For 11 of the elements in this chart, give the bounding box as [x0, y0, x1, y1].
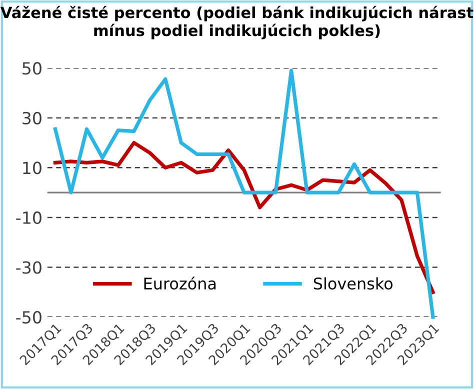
chart-title: Vážené čisté percento (podiel bánk indikujúcich nárast mínus podiel indikujúcich pokles) [0, 6, 474, 40]
line-series [53, 68, 435, 319]
legend-label: Slovensko [314, 277, 392, 290]
line-series [53, 140, 435, 294]
y-tick-label: 30 [22, 112, 42, 124]
y-tick-label: 50 [22, 62, 42, 75]
y-tick-label: -10 [16, 211, 42, 224]
y-tick-label: -50 [16, 310, 42, 324]
y-tick-label: -30 [16, 261, 42, 274]
y-tick-label: 10 [23, 162, 42, 174]
legend-label: Eurozóna [144, 276, 216, 290]
